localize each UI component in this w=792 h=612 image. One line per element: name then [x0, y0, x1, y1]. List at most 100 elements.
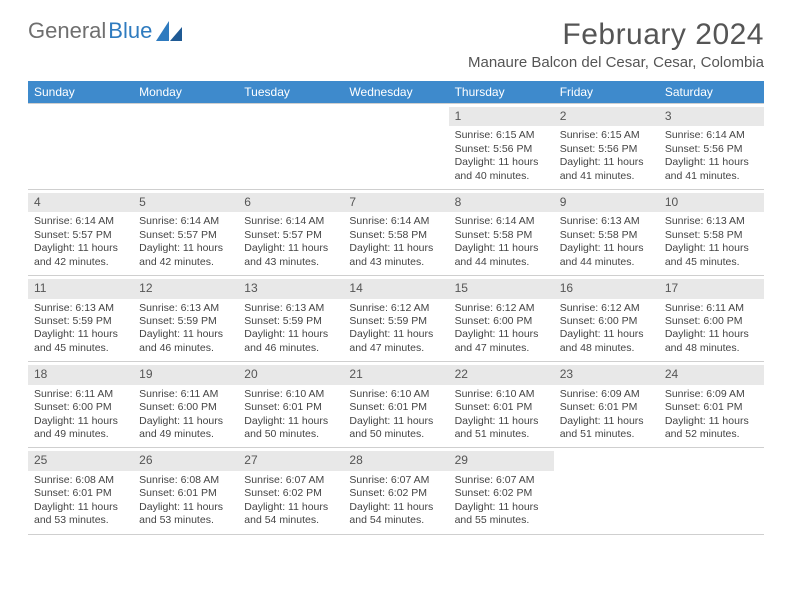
day-number: 28 — [343, 451, 448, 470]
sunrise-line: Sunrise: 6:11 AM — [34, 388, 127, 401]
day-cell: 1 Sunrise: 6:15 AMSunset: 5:56 PMDaylight… — [449, 104, 554, 189]
sunset-line: Sunset: 6:00 PM — [665, 315, 758, 328]
day-number: 18 — [28, 365, 133, 384]
day-number: 25 — [28, 451, 133, 470]
day-number: 13 — [238, 279, 343, 298]
day-cell: 16 Sunrise: 6:12 AMSunset: 6:00 PMDayligh… — [554, 276, 659, 361]
sunrise-line: Sunrise: 6:13 AM — [244, 302, 337, 315]
day-number: 9 — [554, 193, 659, 212]
sunrise-line: Sunrise: 6:14 AM — [349, 215, 442, 228]
empty-day-cell — [343, 104, 448, 189]
sunset-line: Sunset: 6:01 PM — [34, 487, 127, 500]
sunset-line: Sunset: 5:56 PM — [455, 143, 548, 156]
day-number: 23 — [554, 365, 659, 384]
empty-day-cell — [659, 448, 764, 533]
daylight-line: Daylight: 11 hours and 42 minutes. — [139, 242, 232, 269]
day-number: 24 — [659, 365, 764, 384]
daylight-line: Daylight: 11 hours and 40 minutes. — [455, 156, 548, 183]
sunrise-line: Sunrise: 6:13 AM — [139, 302, 232, 315]
day-number: 19 — [133, 365, 238, 384]
daylight-line: Daylight: 11 hours and 52 minutes. — [665, 415, 758, 442]
daylight-line: Daylight: 11 hours and 48 minutes. — [560, 328, 653, 355]
sunset-line: Sunset: 6:01 PM — [665, 401, 758, 414]
header: GeneralBlue February 2024 Manaure Balcon… — [28, 18, 764, 71]
sunset-line: Sunset: 6:02 PM — [349, 487, 442, 500]
day-cell: 27Sunrise: 6:07 AMSunset: 6:02 PMDayligh… — [238, 448, 343, 533]
day-cell: 5Sunrise: 6:14 AMSunset: 5:57 PMDaylight… — [133, 190, 238, 275]
sunrise-line: Sunrise: 6:12 AM — [560, 302, 653, 315]
day-number: 10 — [659, 193, 764, 212]
sunset-line: Sunset: 5:57 PM — [244, 229, 337, 242]
sunrise-line: Sunrise: 6:15 AM — [560, 129, 653, 142]
weekday-header-row: SundayMondayTuesdayWednesdayThursdayFrid… — [28, 81, 764, 103]
day-number: 16 — [554, 279, 659, 298]
sunset-line: Sunset: 6:01 PM — [139, 487, 232, 500]
day-cell: 8Sunrise: 6:14 AMSunset: 5:58 PMDaylight… — [449, 190, 554, 275]
day-cell: 14Sunrise: 6:12 AMSunset: 5:59 PMDayligh… — [343, 276, 448, 361]
sunset-line: Sunset: 6:00 PM — [455, 315, 548, 328]
weekday-header: Saturday — [659, 81, 764, 103]
day-number: 20 — [238, 365, 343, 384]
day-cell: 11Sunrise: 6:13 AMSunset: 5:59 PMDayligh… — [28, 276, 133, 361]
day-number: 26 — [133, 451, 238, 470]
day-cell: 28Sunrise: 6:07 AMSunset: 6:02 PMDayligh… — [343, 448, 448, 533]
daylight-line: Daylight: 11 hours and 50 minutes. — [244, 415, 337, 442]
weekday-header: Monday — [133, 81, 238, 103]
day-cell: 10Sunrise: 6:13 AMSunset: 5:58 PMDayligh… — [659, 190, 764, 275]
day-number: 11 — [28, 279, 133, 298]
day-cell: 21Sunrise: 6:10 AMSunset: 6:01 PMDayligh… — [343, 362, 448, 447]
logo-text-gray: General — [28, 18, 106, 44]
sunset-line: Sunset: 5:59 PM — [139, 315, 232, 328]
sunrise-line: Sunrise: 6:14 AM — [665, 129, 758, 142]
daylight-line: Daylight: 11 hours and 54 minutes. — [244, 501, 337, 528]
day-cell: 25Sunrise: 6:08 AMSunset: 6:01 PMDayligh… — [28, 448, 133, 533]
daylight-line: Daylight: 11 hours and 53 minutes. — [139, 501, 232, 528]
sunset-line: Sunset: 5:58 PM — [560, 229, 653, 242]
day-cell: 19Sunrise: 6:11 AMSunset: 6:00 PMDayligh… — [133, 362, 238, 447]
sunset-line: Sunset: 6:00 PM — [139, 401, 232, 414]
daylight-line: Daylight: 11 hours and 44 minutes. — [560, 242, 653, 269]
empty-day-cell — [554, 448, 659, 533]
weeks-container: 1Sunrise: 6:15 AMSunset: 5:56 PMDaylight… — [28, 103, 764, 535]
week-row: 1Sunrise: 6:15 AMSunset: 5:56 PMDaylight… — [28, 103, 764, 189]
daylight-line: Daylight: 11 hours and 45 minutes. — [665, 242, 758, 269]
weekday-header: Sunday — [28, 81, 133, 103]
day-number: 4 — [28, 193, 133, 212]
sunrise-line: Sunrise: 6:14 AM — [455, 215, 548, 228]
day-cell: 12Sunrise: 6:13 AMSunset: 5:59 PMDayligh… — [133, 276, 238, 361]
sunset-line: Sunset: 6:00 PM — [34, 401, 127, 414]
sunset-line: Sunset: 6:00 PM — [560, 315, 653, 328]
sunset-line: Sunset: 6:01 PM — [349, 401, 442, 414]
sunrise-line: Sunrise: 6:11 AM — [139, 388, 232, 401]
sunrise-line: Sunrise: 6:14 AM — [244, 215, 337, 228]
sunset-line: Sunset: 5:59 PM — [349, 315, 442, 328]
sunrise-line: Sunrise: 6:15 AM — [455, 129, 548, 142]
day-cell: 7Sunrise: 6:14 AMSunset: 5:58 PMDaylight… — [343, 190, 448, 275]
day-cell: 23Sunrise: 6:09 AMSunset: 6:01 PMDayligh… — [554, 362, 659, 447]
week-row: 18Sunrise: 6:11 AMSunset: 6:00 PMDayligh… — [28, 361, 764, 447]
sunrise-line: Sunrise: 6:10 AM — [349, 388, 442, 401]
weekday-header: Tuesday — [238, 81, 343, 103]
daylight-line: Daylight: 11 hours and 51 minutes. — [455, 415, 548, 442]
sunrise-line: Sunrise: 6:09 AM — [665, 388, 758, 401]
sunset-line: Sunset: 5:58 PM — [349, 229, 442, 242]
sunrise-line: Sunrise: 6:14 AM — [34, 215, 127, 228]
calendar-grid: SundayMondayTuesdayWednesdayThursdayFrid… — [28, 81, 764, 535]
day-number: 1 — [449, 107, 554, 126]
empty-day-cell — [238, 104, 343, 189]
day-cell: 3Sunrise: 6:14 AMSunset: 5:56 PMDaylight… — [659, 104, 764, 189]
sunrise-line: Sunrise: 6:13 AM — [560, 215, 653, 228]
location-subtitle: Manaure Balcon del Cesar, Cesar, Colombi… — [468, 54, 764, 71]
sunset-line: Sunset: 5:56 PM — [560, 143, 653, 156]
daylight-line: Daylight: 11 hours and 54 minutes. — [349, 501, 442, 528]
sunrise-line: Sunrise: 6:07 AM — [244, 474, 337, 487]
daylight-line: Daylight: 11 hours and 45 minutes. — [34, 328, 127, 355]
day-cell: 6Sunrise: 6:14 AMSunset: 5:57 PMDaylight… — [238, 190, 343, 275]
day-number: 17 — [659, 279, 764, 298]
daylight-line: Daylight: 11 hours and 42 minutes. — [34, 242, 127, 269]
weekday-header: Friday — [554, 81, 659, 103]
sunrise-line: Sunrise: 6:14 AM — [139, 215, 232, 228]
logo-sail-icon — [156, 21, 182, 41]
day-number: 12 — [133, 279, 238, 298]
daylight-line: Daylight: 11 hours and 43 minutes. — [244, 242, 337, 269]
